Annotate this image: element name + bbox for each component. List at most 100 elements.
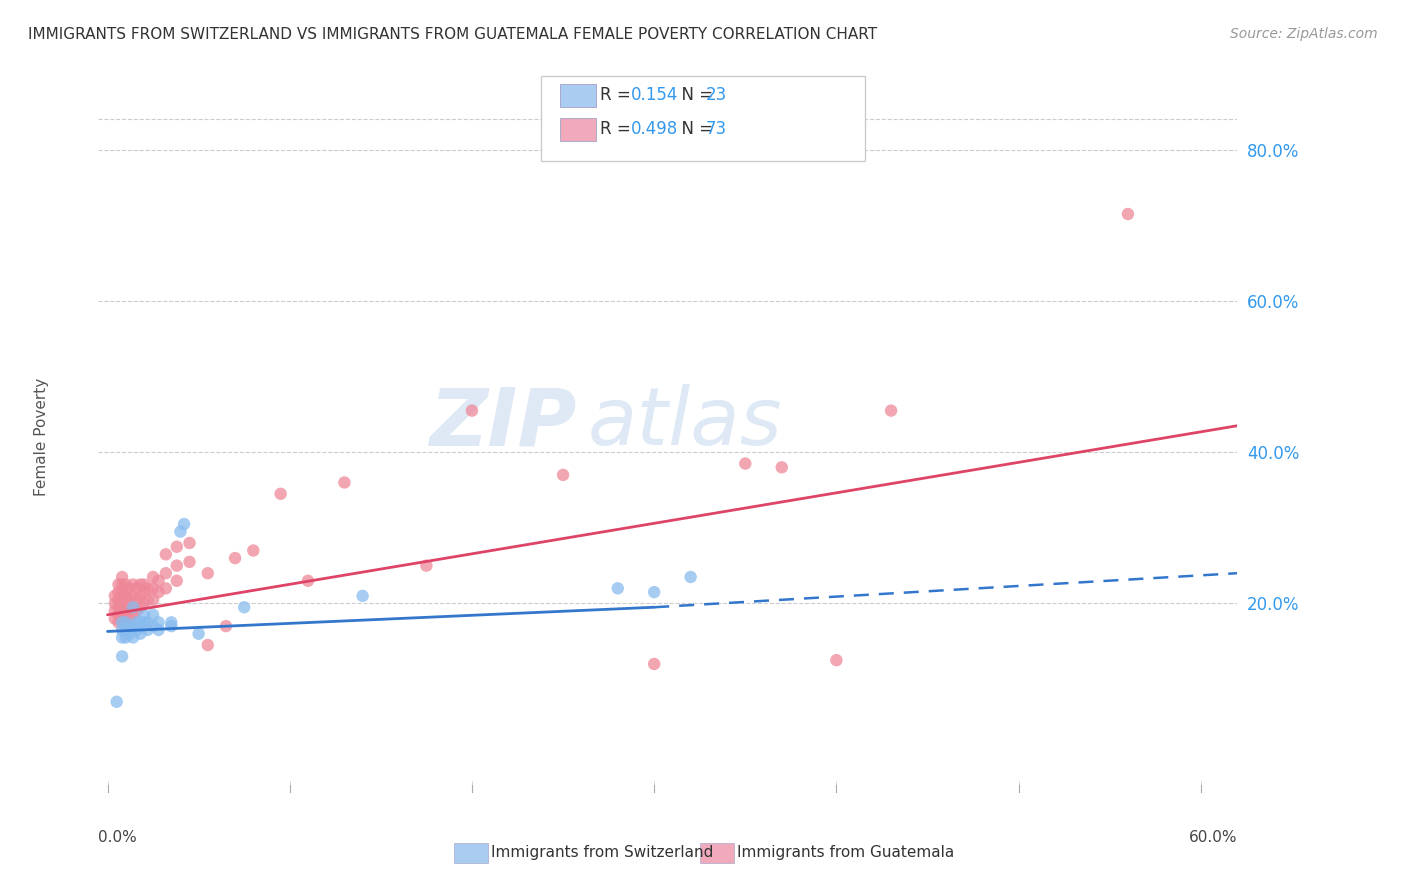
Text: atlas: atlas [588,384,783,462]
Point [129,600,152,615]
Text: ZIP: ZIP [429,384,576,462]
Point [122,600,145,615]
Point [111,615,134,630]
Text: 0.498: 0.498 [631,120,679,138]
Point [114,631,136,645]
Point [136,623,159,637]
Point [122,577,145,591]
Point [160,615,183,630]
Point [129,577,152,591]
Point [111,623,134,637]
Point [606,582,628,596]
Point [224,551,246,566]
Point [111,592,134,607]
Point [136,592,159,607]
Point [142,592,165,607]
Point [118,600,141,615]
Point [111,615,134,630]
Point [166,540,188,554]
Point [122,600,145,615]
Point [122,589,145,603]
Point [107,585,129,599]
Point [643,657,665,671]
Point [122,619,145,633]
Text: 73: 73 [706,120,727,138]
Point [129,626,152,640]
Point [118,611,141,625]
Point [111,600,134,615]
Point [142,619,165,633]
Point [111,570,134,584]
Point [148,615,170,630]
Text: 60.0%: 60.0% [1189,830,1237,845]
Point [114,585,136,599]
Point [132,607,155,622]
Point [114,577,136,591]
Point [111,607,134,622]
Point [129,589,152,603]
Point [734,457,756,471]
Point [643,585,665,599]
Point [136,582,159,596]
Point [187,626,209,640]
Text: 0.154: 0.154 [631,87,679,104]
Point [1116,207,1139,221]
Point [107,607,129,622]
Point [125,615,148,630]
Point [114,615,136,630]
Point [122,631,145,645]
Point [118,619,141,633]
Text: Female Poverty: Female Poverty [34,378,49,496]
Point [132,597,155,611]
Point [179,555,201,569]
Point [125,582,148,596]
Point [111,649,134,664]
Point [136,615,159,630]
Text: N =: N = [671,87,718,104]
Point [125,623,148,637]
Point [215,619,238,633]
Point [155,547,177,561]
Point [148,585,170,599]
Point [169,524,191,539]
Point [148,574,170,588]
Text: R =: R = [600,120,637,138]
Point [114,623,136,637]
Point [105,695,128,709]
Point [880,403,903,417]
Point [297,574,319,588]
Point [114,600,136,615]
Text: R =: R = [600,87,637,104]
Point [242,543,264,558]
Point [415,558,437,573]
Point [132,577,155,591]
Point [111,577,134,591]
Point [155,566,177,581]
Point [118,582,141,596]
Point [551,467,574,482]
Text: Immigrants from Guatemala: Immigrants from Guatemala [737,846,955,860]
Point [107,577,129,591]
Text: 0.0%: 0.0% [98,830,138,845]
Point [270,487,292,501]
Text: N =: N = [671,120,718,138]
Point [179,536,201,550]
Text: Immigrants from Switzerland: Immigrants from Switzerland [491,846,713,860]
Point [166,574,188,588]
Point [114,607,136,622]
Point [107,615,129,630]
Point [118,592,141,607]
Point [111,585,134,599]
Point [125,604,148,618]
Point [770,460,793,475]
Point [104,589,127,603]
Point [160,619,183,633]
Point [679,570,702,584]
Point [132,585,155,599]
Point [333,475,356,490]
Point [132,615,155,630]
Point [104,611,127,625]
Point [825,653,848,667]
Text: 23: 23 [706,87,727,104]
Point [118,626,141,640]
